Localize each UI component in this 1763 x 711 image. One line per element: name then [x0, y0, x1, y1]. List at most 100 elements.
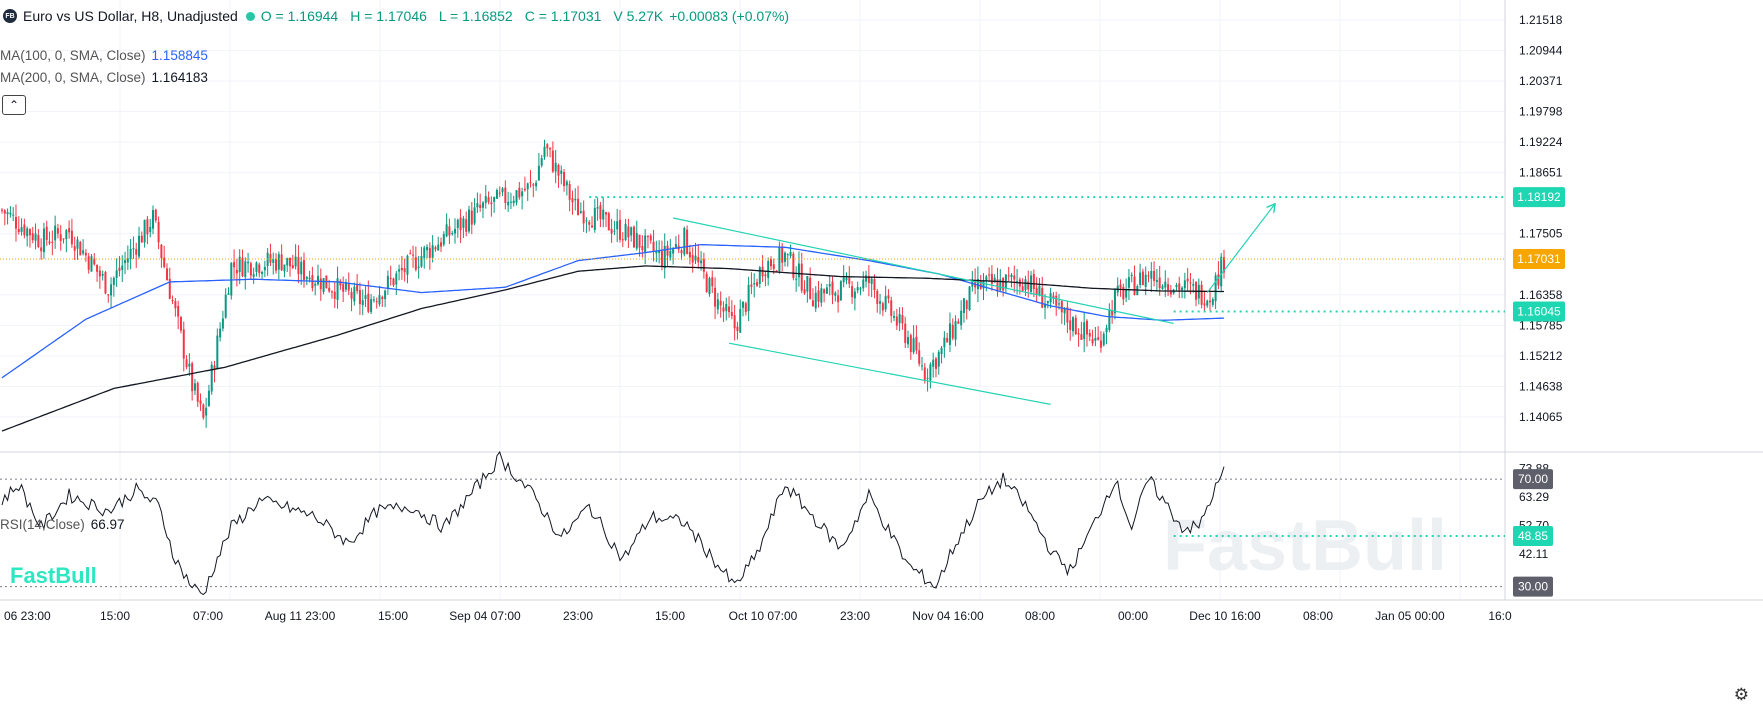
candle-body — [1183, 280, 1186, 289]
candle-body — [607, 213, 610, 231]
candle-body — [412, 254, 415, 256]
candle-body — [45, 226, 48, 241]
candle-body — [400, 268, 403, 271]
candle-body — [867, 275, 870, 284]
ma100-legend[interactable]: MA(100, 0, SMA, Close) 1.158845 — [0, 48, 214, 63]
watermark-logo-text: FastBull — [10, 563, 97, 588]
candle-body — [1052, 295, 1055, 299]
candle-body — [708, 278, 711, 295]
candle-body — [778, 246, 781, 271]
candle-body — [289, 257, 292, 267]
candle-body — [434, 247, 437, 250]
candle-body — [591, 225, 594, 228]
candle-body — [674, 244, 677, 248]
candle-body — [1044, 303, 1047, 308]
candle-body — [1016, 281, 1019, 283]
candle-body — [543, 146, 546, 158]
candle-body — [1133, 276, 1136, 295]
candle-body — [403, 268, 406, 273]
low-value: L = 1.16852 — [438, 8, 513, 24]
candle-body — [811, 300, 814, 307]
candle-body — [940, 347, 943, 355]
change: +0.00083 (+0.07%) — [669, 8, 790, 24]
candle-body — [210, 364, 213, 392]
candle-body — [893, 315, 896, 318]
candle-body — [479, 204, 482, 208]
candle-body — [221, 318, 224, 329]
candle-body — [990, 273, 993, 284]
candle-body — [800, 263, 803, 291]
candle-body — [126, 258, 129, 263]
candle-body — [669, 250, 672, 258]
candle-body — [143, 219, 146, 243]
ma200-legend[interactable]: MA(200, 0, SMA, Close) 1.164183 — [0, 70, 214, 85]
rsi-legend[interactable]: RSI(14,Close) 66.97 — [0, 517, 131, 532]
time-tick-label: Aug 11 23:00 — [265, 609, 336, 623]
watermark-text: FastBull — [1163, 506, 1447, 586]
candle-body — [1217, 274, 1220, 286]
candle-body — [758, 267, 761, 284]
candle-body — [286, 258, 289, 266]
candle-body — [901, 315, 904, 324]
candle-body — [1167, 284, 1170, 291]
candle-body — [691, 255, 694, 263]
candle-body — [700, 260, 703, 264]
time-tick-label: Jan 05 00:00 — [1375, 609, 1445, 623]
candle-body — [873, 279, 876, 291]
candle-body — [319, 278, 322, 290]
candle-body — [560, 170, 563, 174]
channel-trend-line — [672, 217, 1174, 325]
candle-body — [842, 277, 845, 283]
candle-body — [372, 299, 375, 301]
candle-body — [235, 269, 238, 274]
candle-body — [783, 252, 786, 262]
candle-body — [585, 220, 588, 222]
candle-body — [40, 247, 43, 252]
candle-body — [1063, 308, 1066, 314]
candle-body — [17, 228, 20, 233]
candle-body — [1175, 284, 1178, 288]
candle-body — [797, 263, 800, 278]
candle-body — [168, 278, 171, 299]
candle-body — [898, 314, 901, 324]
price-tick-label: 1.14065 — [1519, 410, 1563, 424]
symbol-title[interactable]: Euro vs US Dollar, H8, Unadjusted — [23, 8, 238, 24]
candle-body — [579, 211, 582, 213]
time-tick-label: 15:00 — [655, 609, 685, 623]
candle-body — [549, 147, 552, 150]
candle-body — [632, 226, 635, 248]
candle-body — [1141, 271, 1144, 285]
candle-body — [1088, 333, 1091, 337]
candle-body — [951, 324, 954, 339]
candle-body — [621, 239, 624, 241]
gear-icon[interactable]: ⚙ — [1733, 685, 1749, 704]
candle-body — [635, 233, 638, 249]
candle-body — [915, 336, 918, 351]
candle-body — [1038, 285, 1041, 296]
candle-body — [912, 338, 915, 353]
candle-body — [557, 165, 560, 176]
candle-body — [297, 257, 300, 274]
candle-body — [719, 300, 722, 306]
candle-body — [1214, 275, 1217, 302]
rsi-label-text: 48.85 — [1518, 529, 1548, 543]
candle-body — [599, 205, 602, 220]
candle-body — [686, 229, 689, 254]
candle-body — [1102, 333, 1105, 346]
candle-body — [526, 183, 529, 190]
collapse-legend-button[interactable]: ⌃ — [2, 95, 26, 115]
candle-body — [330, 291, 333, 293]
candle-body — [1189, 282, 1192, 284]
price-label-box — [1513, 301, 1565, 322]
candle-body — [342, 284, 345, 292]
candle-body — [825, 287, 828, 294]
ma200-line — [1, 265, 1224, 432]
time-tick-label: 15:00 — [378, 609, 408, 623]
candle-body — [370, 299, 373, 313]
candle-body — [568, 184, 571, 200]
candle-body — [993, 277, 996, 283]
candle-body — [207, 390, 210, 406]
candle-body — [1080, 334, 1083, 340]
candle-body — [37, 235, 40, 247]
